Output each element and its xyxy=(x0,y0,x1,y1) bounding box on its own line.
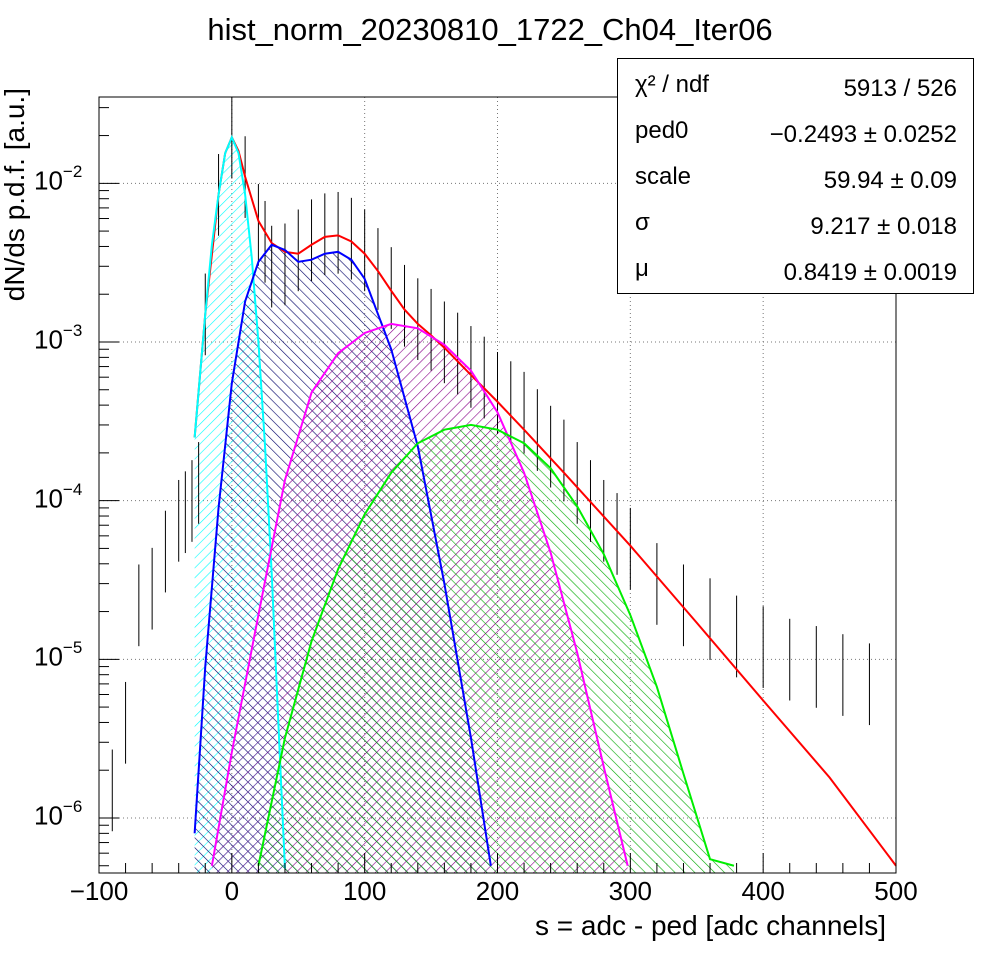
y-axis-label: dN/ds p.d.f. [a.u.] xyxy=(0,88,30,302)
stats-row: ped0 −0.2493 ± 0.0252 xyxy=(618,105,973,151)
stats-value: 59.94 ± 0.09 xyxy=(823,167,957,194)
x-tick-label: 200 xyxy=(475,876,520,906)
stats-value: 5913 / 526 xyxy=(843,75,957,102)
x-axis-label: s = adc - ped [adc channels] xyxy=(535,910,886,941)
fit-stats-box: χ² / ndf 5913 / 526 ped0 −0.2493 ± 0.0252 sc… xyxy=(617,58,974,294)
chart-title: hist_norm_20230810_1722_Ch04_Iter06 xyxy=(207,12,773,47)
stats-value: −0.2493 ± 0.0252 xyxy=(769,121,957,148)
y-tick-label: 10−3 xyxy=(34,320,83,355)
fit-curves xyxy=(193,134,897,869)
stats-key: σ xyxy=(635,209,650,236)
x-tick-label: 300 xyxy=(608,876,653,906)
stats-row: χ² / ndf 5913 / 526 xyxy=(618,59,973,105)
stats-row: scale 59.94 ± 0.09 xyxy=(618,151,973,197)
y-tick-label: 10−2 xyxy=(34,162,83,196)
fit-curve-4 xyxy=(257,423,735,867)
x-tick-label: −100 xyxy=(69,876,129,906)
stats-row: σ 9.217 ± 0.018 xyxy=(618,197,973,243)
x-tick-label: 500 xyxy=(874,876,918,906)
stats-value: 0.8419 ± 0.0019 xyxy=(783,259,957,286)
y-tick-label: 10−6 xyxy=(34,796,83,831)
x-tick-label: 100 xyxy=(342,876,387,906)
component-fill-4 xyxy=(258,424,734,873)
stats-key: μ xyxy=(635,255,649,282)
stats-key: χ² / ndf xyxy=(635,71,709,98)
x-tick-label: 400 xyxy=(741,876,785,906)
axes xyxy=(98,96,897,874)
x-tick-label: 0 xyxy=(224,876,240,906)
stats-value: 9.217 ± 0.018 xyxy=(810,213,957,240)
fit-curve-3 xyxy=(210,322,629,866)
fit-curve-2 xyxy=(193,243,492,866)
y-tick-label: 10−4 xyxy=(34,479,83,514)
stats-row: μ 0.8419 ± 0.0019 xyxy=(618,243,973,289)
stats-key: ped0 xyxy=(635,117,689,144)
y-tick-label: 10−5 xyxy=(34,638,83,672)
component-fills xyxy=(194,137,734,874)
stats-key: scale xyxy=(635,163,692,190)
